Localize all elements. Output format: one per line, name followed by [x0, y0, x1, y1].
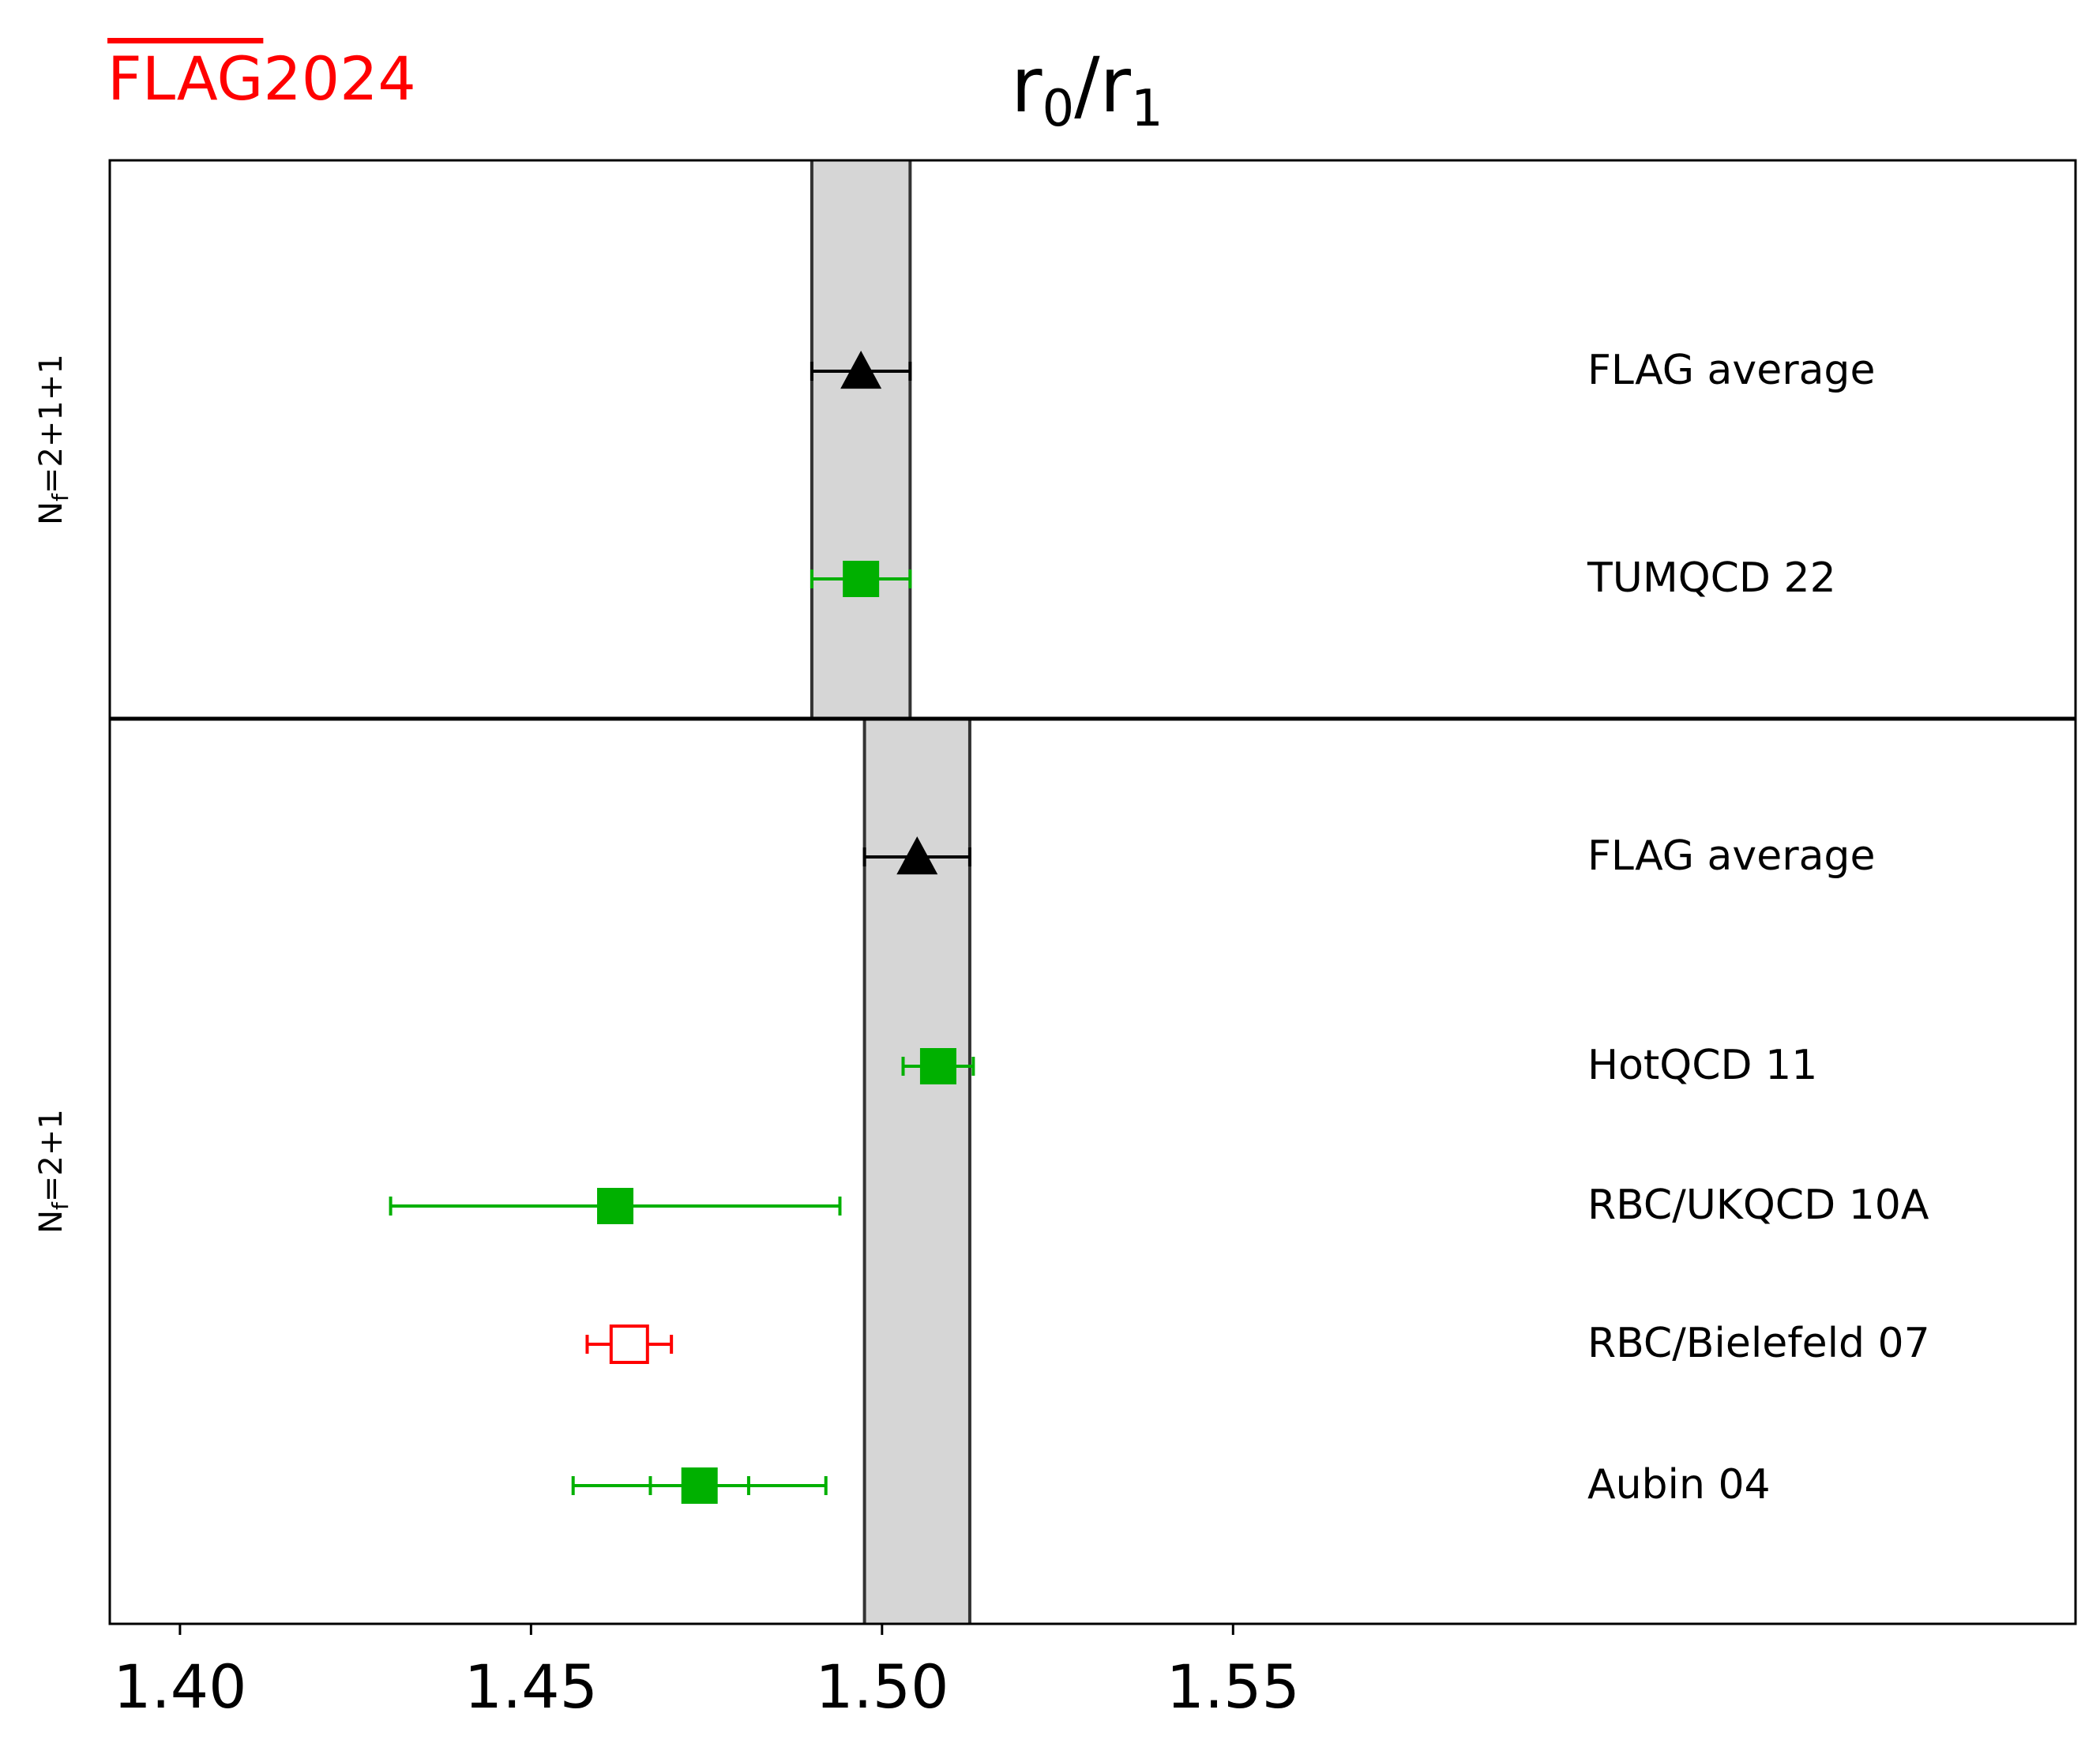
data-point	[843, 561, 880, 597]
chart-title: r0/r1	[1011, 41, 1163, 138]
flag-logo-year: 2024	[263, 43, 416, 114]
row-label: TUMQCD 22	[1587, 554, 1836, 602]
data-point	[919, 1048, 956, 1084]
x-tick-label: 1.40	[113, 1651, 246, 1722]
x-tick-label: 1.45	[464, 1651, 598, 1722]
average-band	[811, 160, 911, 719]
data-point	[609, 1325, 649, 1364]
row-label: RBC/UKQCD 10A	[1587, 1182, 1929, 1229]
row-label: Aubin 04	[1587, 1461, 1771, 1509]
data-point	[597, 1188, 634, 1224]
row-label: FLAG average	[1587, 832, 1875, 880]
x-tick-label: 1.55	[1166, 1651, 1300, 1722]
flag-logo: FLAG2024	[107, 49, 416, 109]
data-point	[681, 1467, 718, 1504]
panel-label: Nf=2+1+1	[33, 354, 73, 525]
panel-label: Nf=2+1	[33, 1109, 73, 1234]
data-point	[840, 351, 882, 389]
row-label: HotQCD 11	[1587, 1042, 1817, 1089]
plot-frame	[108, 159, 2077, 1625]
x-tick-label: 1.50	[815, 1651, 949, 1722]
row-label: FLAG average	[1587, 347, 1875, 394]
data-point	[896, 836, 938, 875]
row-label: RBC/Bielefeld 07	[1587, 1320, 1930, 1367]
flag-logo-text: FLAG	[107, 43, 264, 114]
